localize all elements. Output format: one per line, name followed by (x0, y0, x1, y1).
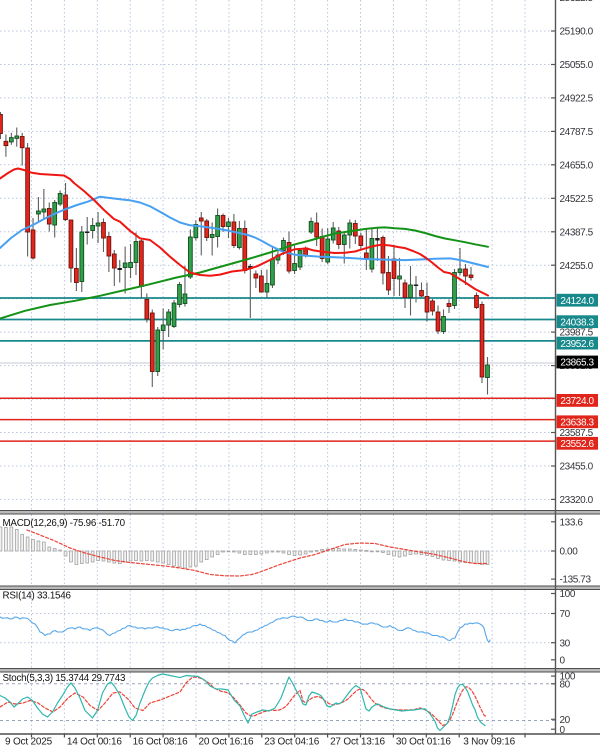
svg-text:RSI(14) 33.1546: RSI(14) 33.1546 (3, 591, 72, 602)
svg-text:23638.3: 23638.3 (560, 418, 594, 429)
svg-text:24387.5: 24387.5 (560, 227, 594, 238)
svg-text:0: 0 (560, 655, 566, 666)
svg-text:133.6: 133.6 (560, 517, 584, 528)
svg-text:9 Oct 2025: 9 Oct 2025 (5, 737, 53, 748)
svg-text:23587.5: 23587.5 (560, 428, 594, 439)
svg-text:23987.5: 23987.5 (560, 328, 594, 339)
svg-text:24522.5: 24522.5 (560, 194, 594, 205)
svg-text:100: 100 (560, 672, 576, 683)
svg-text:24038.3: 24038.3 (560, 317, 594, 328)
svg-text:23 Oct 04:16: 23 Oct 04:16 (264, 737, 319, 748)
svg-text:24255.0: 24255.0 (560, 261, 594, 272)
svg-text:0.00: 0.00 (560, 547, 579, 558)
svg-text:27 Oct 13:16: 27 Oct 13:16 (330, 737, 385, 748)
svg-text:-135.73: -135.73 (560, 575, 592, 586)
svg-text:23455.0: 23455.0 (560, 462, 594, 473)
svg-text:24922.5: 24922.5 (560, 94, 594, 105)
svg-text:30: 30 (560, 638, 571, 649)
svg-text:100: 100 (560, 589, 576, 600)
svg-text:20: 20 (560, 715, 571, 726)
svg-text:23320.0: 23320.0 (560, 495, 594, 506)
svg-text:25055.0: 25055.0 (560, 60, 594, 71)
svg-text:23865.3: 23865.3 (560, 358, 594, 369)
svg-text:Stoch(5,3,3) 15.3744 29.7743: Stoch(5,3,3) 15.3744 29.7743 (3, 673, 126, 684)
svg-text:14 Oct 00:16: 14 Oct 00:16 (67, 737, 122, 748)
svg-text:23552.6: 23552.6 (560, 439, 594, 450)
svg-text:25322.5: 25322.5 (560, 0, 594, 4)
svg-text:20 Oct 16:16: 20 Oct 16:16 (198, 737, 253, 748)
svg-text:24787.5: 24787.5 (560, 127, 594, 138)
svg-text:24124.0: 24124.0 (560, 296, 594, 307)
svg-text:70: 70 (560, 609, 571, 620)
svg-text:3 Nov 09:16: 3 Nov 09:16 (463, 737, 515, 748)
svg-text:0: 0 (560, 725, 566, 736)
svg-text:23952.6: 23952.6 (560, 339, 594, 350)
svg-text:MACD(12,26,9) -75.96 -51.70: MACD(12,26,9) -75.96 -51.70 (3, 518, 126, 529)
svg-text:30 Oct 01:16: 30 Oct 01:16 (396, 737, 451, 748)
svg-text:16 Oct 08:16: 16 Oct 08:16 (133, 737, 188, 748)
svg-text:80: 80 (560, 679, 571, 690)
svg-text:24655.0: 24655.0 (560, 160, 594, 171)
svg-text:23724.0: 23724.0 (560, 396, 594, 407)
svg-text:25190.0: 25190.0 (560, 27, 594, 38)
